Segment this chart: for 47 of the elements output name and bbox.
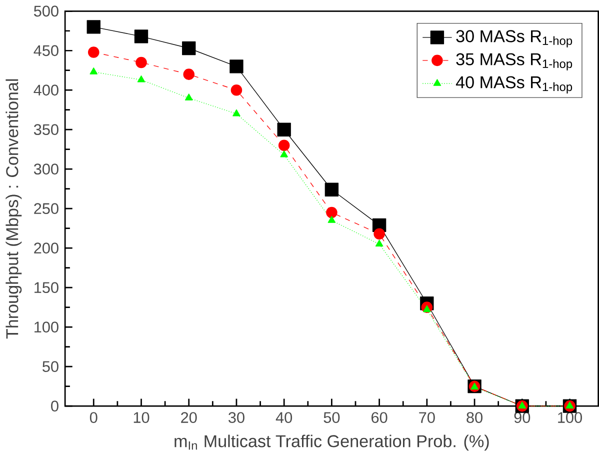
x-tick-label: 0: [90, 412, 98, 423]
point: [134, 29, 148, 44]
point: [90, 67, 98, 74]
y-tick-label: 250: [34, 202, 58, 214]
legend-label: 30 MASs R$_{1-hop}$: [456, 30, 572, 48]
point: [328, 216, 336, 223]
y-tick-label: 350: [34, 124, 58, 135]
x-tick-label: 10: [134, 412, 150, 423]
y-tick-label: 450: [34, 45, 58, 56]
x-axis-title: m$_{In}$ Multicast Traffic Generation Prob. (%): [174, 434, 489, 450]
point: [184, 93, 193, 100]
x-tick-label: 90: [514, 412, 530, 423]
point: [136, 56, 147, 68]
x-tick-label: 100: [558, 412, 582, 423]
x-tick-label: 50: [324, 412, 340, 423]
point: [86, 20, 100, 34]
point: [230, 59, 244, 74]
point: [277, 122, 291, 136]
y-tick-label: 400: [34, 84, 58, 96]
point: [182, 41, 196, 55]
y-axis-title: Throughput (Mbps) : Conventional: [6, 79, 22, 339]
point: [280, 150, 288, 158]
legend-label: 35 MASs R$_{1-hop}$: [456, 53, 572, 70]
y-tick-label: 300: [34, 163, 58, 174]
point: [324, 182, 339, 196]
point: [278, 140, 290, 151]
point: [326, 206, 338, 218]
y-tick-label: 50: [42, 360, 58, 372]
legend-label: 40 MASs R$_{1-hop}$: [456, 76, 572, 94]
y-tick-label: 200: [34, 242, 58, 254]
point: [88, 46, 100, 58]
point: [375, 240, 384, 246]
x-tick-label: 40: [276, 412, 292, 423]
y-tick-label: 100: [34, 321, 58, 332]
point: [183, 68, 194, 80]
point: [232, 109, 240, 116]
x-tick-label: 30: [228, 412, 244, 423]
y-tick-label: 500: [34, 6, 58, 16]
y-tick-label: 150: [34, 282, 58, 293]
point: [374, 228, 385, 240]
x-tick-label: 80: [466, 412, 482, 423]
point: [230, 84, 242, 96]
point: [137, 75, 146, 82]
x-tick-label: 20: [181, 412, 197, 423]
x-tick-label: 70: [419, 412, 435, 423]
x-tick-label: 60: [372, 412, 388, 423]
y-tick-label: 0: [51, 400, 58, 412]
